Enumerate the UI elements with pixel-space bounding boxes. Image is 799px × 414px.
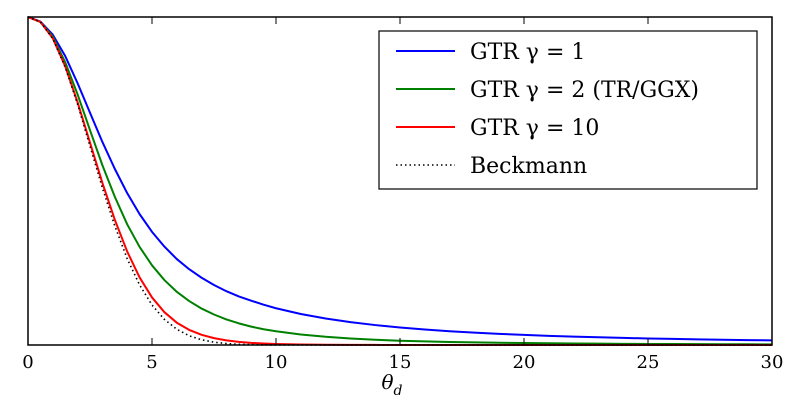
x-tick-label-15: 15 [389,352,412,373]
legend-label-0: GTR γ = 1 [470,40,585,65]
x-axis-label-subscript: d [394,383,403,399]
x-tick-label-20: 20 [513,352,536,373]
legend: GTR γ = 1 GTR γ = 2 (TR/GGX) GTR γ = 10 Bec… [378,30,758,190]
x-axis-label-main: θ [381,370,393,394]
ticks-layer: 0 5 10 15 20 25 30 [22,17,783,373]
legend-label-2: GTR γ = 10 [470,116,599,141]
x-tick-label-30: 30 [761,352,784,373]
x-tick-label-25: 25 [637,352,660,373]
x-tick-label-10: 10 [265,352,288,373]
x-axis-label: θd [381,370,402,399]
x-tick-label-0: 0 [22,352,33,373]
legend-label-3: Beckmann [470,154,587,179]
legend-label-1: GTR γ = 2 (TR/GGX) [470,78,699,103]
x-tick-label-5: 5 [146,352,157,373]
series-line-0 [27,16,773,342]
series-line-1 [27,16,773,346]
legend-box [378,30,758,190]
svg-text:θd: θd [381,370,402,399]
